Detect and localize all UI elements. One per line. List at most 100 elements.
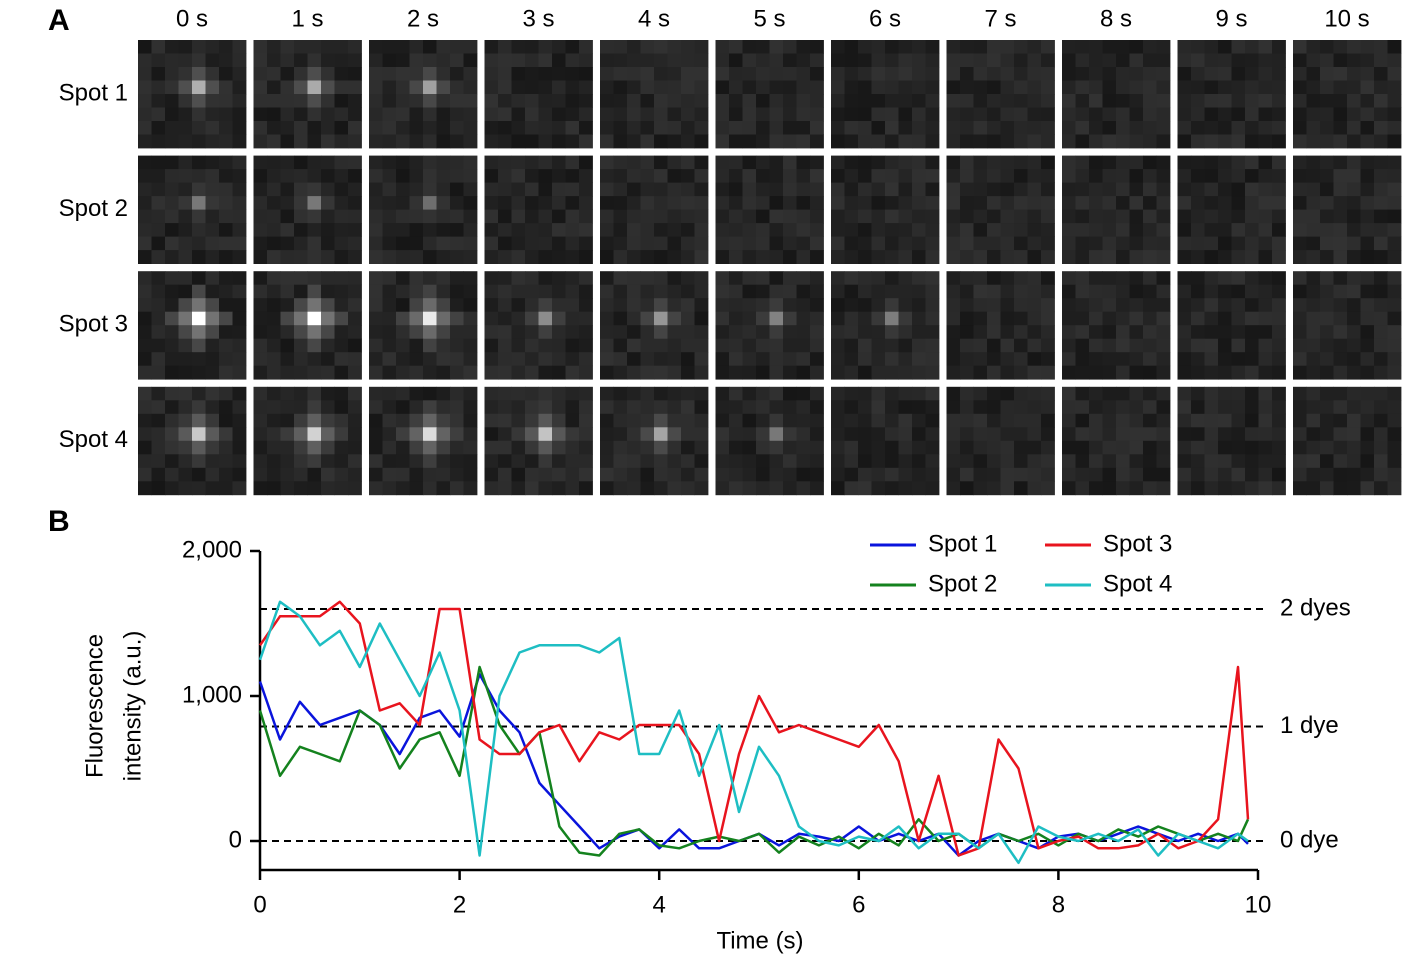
pixel — [1320, 413, 1334, 428]
pixel — [898, 481, 913, 496]
pixel — [579, 400, 593, 415]
pixel — [871, 67, 886, 81]
pixel — [831, 67, 845, 81]
pixel — [219, 67, 233, 81]
pixel — [600, 311, 614, 326]
pixel — [1014, 169, 1028, 183]
pixel — [484, 325, 499, 340]
pixel — [667, 53, 682, 68]
pixel — [232, 284, 247, 299]
pixel — [1041, 53, 1055, 68]
pixel — [694, 209, 709, 224]
pixel — [1387, 386, 1402, 401]
pixel — [334, 271, 349, 286]
pixel — [742, 284, 757, 299]
pixel — [654, 400, 668, 415]
pixel — [511, 311, 526, 326]
pixel — [1000, 386, 1015, 401]
pixel — [1116, 67, 1130, 81]
pixel — [538, 284, 553, 299]
pixel — [925, 481, 940, 496]
image-tile — [1177, 40, 1286, 149]
pixel — [1272, 365, 1286, 380]
pixel — [484, 250, 499, 264]
pixel — [294, 365, 308, 380]
pixel — [1360, 427, 1375, 442]
pixel — [1272, 481, 1286, 496]
pixel — [1177, 40, 1192, 54]
pixel — [511, 236, 526, 251]
pixel — [1129, 94, 1144, 108]
pixel — [885, 271, 899, 286]
pixel — [382, 196, 397, 210]
pixel — [423, 400, 437, 415]
pixel — [756, 134, 770, 149]
pixel — [831, 134, 845, 149]
pixel — [1102, 284, 1117, 299]
pixel — [151, 236, 166, 251]
pixel — [1333, 121, 1348, 135]
pixel — [871, 121, 886, 135]
pixel — [369, 169, 383, 183]
pixel — [348, 250, 362, 264]
pixel — [232, 53, 247, 68]
pixel — [1333, 352, 1348, 367]
pixel — [369, 338, 383, 353]
pixel — [334, 94, 349, 108]
pixel — [280, 134, 295, 149]
pixel — [436, 338, 451, 353]
pixel — [1387, 338, 1402, 353]
pixel — [831, 80, 845, 95]
pixel — [844, 284, 859, 299]
pixel — [1041, 80, 1055, 95]
pixel — [565, 427, 580, 442]
pixel — [844, 454, 859, 469]
pixel — [1116, 155, 1130, 170]
pixel — [627, 196, 641, 210]
pixel — [382, 284, 397, 299]
pixel — [987, 365, 1001, 380]
pixel — [552, 94, 566, 108]
pixel — [1306, 53, 1321, 68]
pixel — [960, 352, 974, 367]
pixel — [627, 365, 641, 380]
pixel — [436, 182, 451, 197]
pixel — [885, 209, 899, 224]
pixel — [831, 53, 845, 68]
pixel — [1333, 298, 1348, 313]
pixel — [498, 67, 512, 81]
pixel — [1245, 271, 1259, 286]
pixel — [396, 338, 410, 353]
pixel — [1374, 400, 1388, 415]
pixel — [987, 325, 1001, 340]
pixel — [871, 481, 886, 496]
pixel — [1320, 311, 1334, 326]
pixel — [165, 182, 179, 197]
pixel — [525, 53, 539, 68]
pixel — [1245, 413, 1259, 428]
pixel — [627, 352, 641, 367]
pixel — [484, 169, 499, 183]
pixel — [1258, 67, 1273, 81]
pixel — [1245, 467, 1259, 482]
pixel — [1129, 311, 1144, 326]
pixel — [138, 134, 152, 149]
pixel — [1347, 352, 1361, 367]
pixel — [715, 209, 730, 224]
pixel — [1014, 352, 1028, 367]
pixel — [1204, 311, 1219, 326]
pixel — [484, 481, 499, 496]
pixel — [1347, 155, 1361, 170]
pixel — [450, 386, 464, 401]
pixel — [769, 440, 784, 455]
pixel — [613, 250, 628, 264]
pixel — [640, 386, 655, 401]
pixel — [579, 107, 593, 122]
pixel — [1129, 298, 1144, 313]
pixel — [871, 169, 886, 183]
pixel — [382, 53, 397, 68]
pixel — [613, 365, 628, 380]
pixel — [1177, 413, 1192, 428]
pixel — [484, 413, 499, 428]
pixel — [498, 325, 512, 340]
